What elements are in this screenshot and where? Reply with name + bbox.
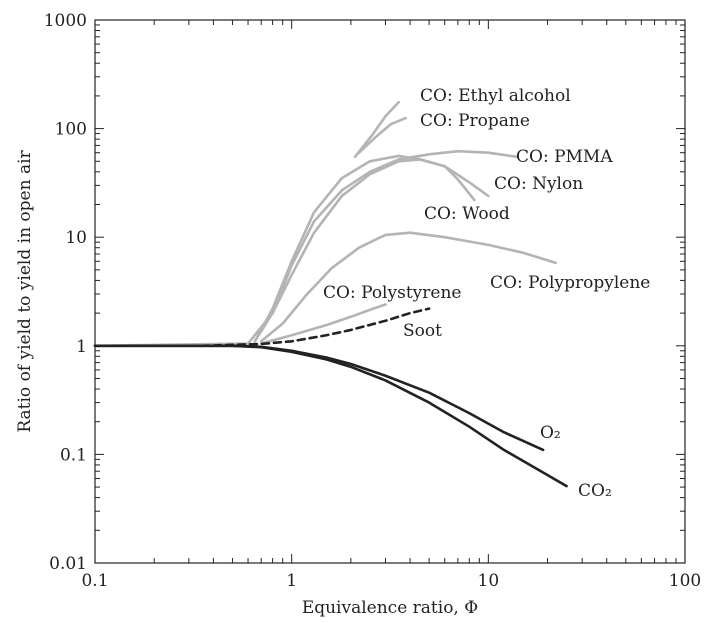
- y-axis-title: Ratio of yield to yield in open air: [15, 149, 35, 432]
- x-axis-ticks: 0.1 1 10 100: [81, 20, 701, 591]
- series-label-o2: O₂: [540, 423, 561, 443]
- series-line-o2: [93, 344, 545, 452]
- series-label-co2: CO₂: [578, 481, 612, 501]
- series-line-co-nylon: [253, 154, 490, 343]
- y-tick-label: 1: [76, 337, 87, 357]
- series-line-co-polystyrene: [259, 303, 387, 345]
- x-axis-title: Equivalence ratio, Φ: [302, 598, 478, 618]
- series-lines: [93, 100, 568, 488]
- series-label-co-ethyl-alcohol: CO: Ethyl alcohol: [420, 86, 571, 106]
- x-tick-label: 100: [669, 571, 701, 591]
- series-label-co-propane: CO: Propane: [420, 111, 530, 131]
- series-label-co-polypropylene: CO: Polypropylene: [490, 273, 650, 293]
- series-label-soot: Soot: [403, 321, 442, 341]
- x-tick-label: 10: [478, 571, 500, 591]
- y-tick-label: 10: [65, 228, 87, 248]
- series-line-co-polypropylene: [259, 231, 557, 343]
- plot-frame: [94, 19, 686, 564]
- series-labels: CO: Ethyl alcohol CO: Propane CO: PMMA CO: …: [323, 86, 650, 501]
- series-line-co-propane: [357, 116, 407, 154]
- x-tick-label: 0.1: [81, 571, 108, 591]
- y-tick-label: 0.01: [49, 554, 87, 574]
- y-tick-label: 1000: [44, 11, 87, 31]
- y-tick-label: 0.1: [60, 445, 87, 465]
- series-label-co-wood: CO: Wood: [424, 204, 510, 224]
- series-line-co2: [93, 344, 568, 488]
- plot-border: [94, 19, 686, 564]
- series-line-co-wood: [253, 158, 476, 343]
- series-label-co-pmma: CO: PMMA: [516, 147, 613, 167]
- series-line-co-ethyl-alcohol: [353, 100, 400, 159]
- series-label-co-nylon: CO: Nylon: [494, 174, 583, 194]
- y-axis-ticks: 0.01 0.1 1 10 100 1000: [44, 11, 685, 574]
- series-line-soot: [200, 307, 431, 348]
- y-tick-label: 100: [55, 120, 87, 140]
- x-tick-label: 1: [286, 571, 297, 591]
- series-label-co-polystyrene: CO: Polystyrene: [323, 283, 461, 303]
